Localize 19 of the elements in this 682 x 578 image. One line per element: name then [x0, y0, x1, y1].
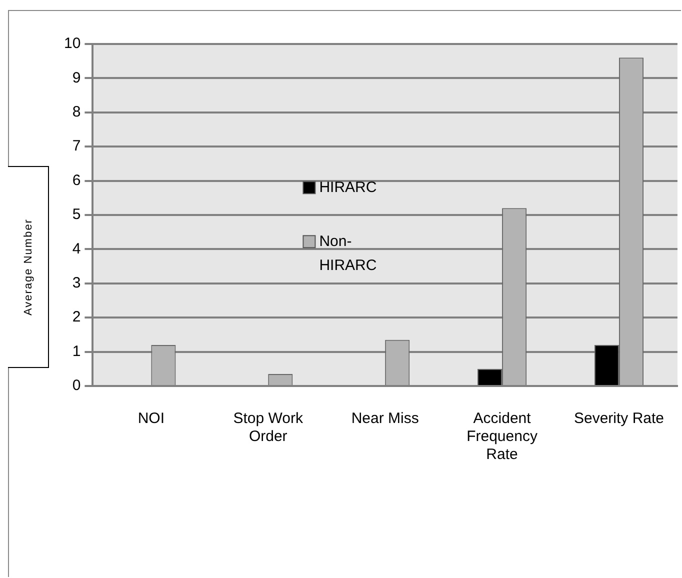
y-tick-label: 5 [72, 206, 81, 224]
y-tick-label: 6 [72, 172, 81, 189]
x-tick-label: Accident Frequency Rate [466, 410, 538, 464]
y-tick-label: 0 [72, 377, 81, 394]
y-tick-label: 2 [72, 308, 81, 326]
y-tick-label: 8 [72, 104, 81, 121]
legend-label: HIRARC [319, 178, 377, 196]
x-tick-label: NOI [138, 410, 164, 428]
y-tick-label: 10 [64, 35, 81, 52]
y-tick-label: 9 [72, 69, 81, 86]
y-tick-label: 1 [72, 342, 81, 360]
y-tick-label: 7 [72, 138, 81, 155]
x-tick-label: Severity Rate [574, 410, 664, 428]
x-tick-label: Stop Work Order [233, 410, 304, 446]
y-axis-title: Average Number [22, 218, 34, 316]
x-tick-label: Near Miss [351, 410, 419, 428]
y-tick-label: 4 [72, 240, 81, 258]
legend-label: Non-HIRARC [319, 232, 377, 274]
y-tick-label: 3 [72, 274, 81, 292]
